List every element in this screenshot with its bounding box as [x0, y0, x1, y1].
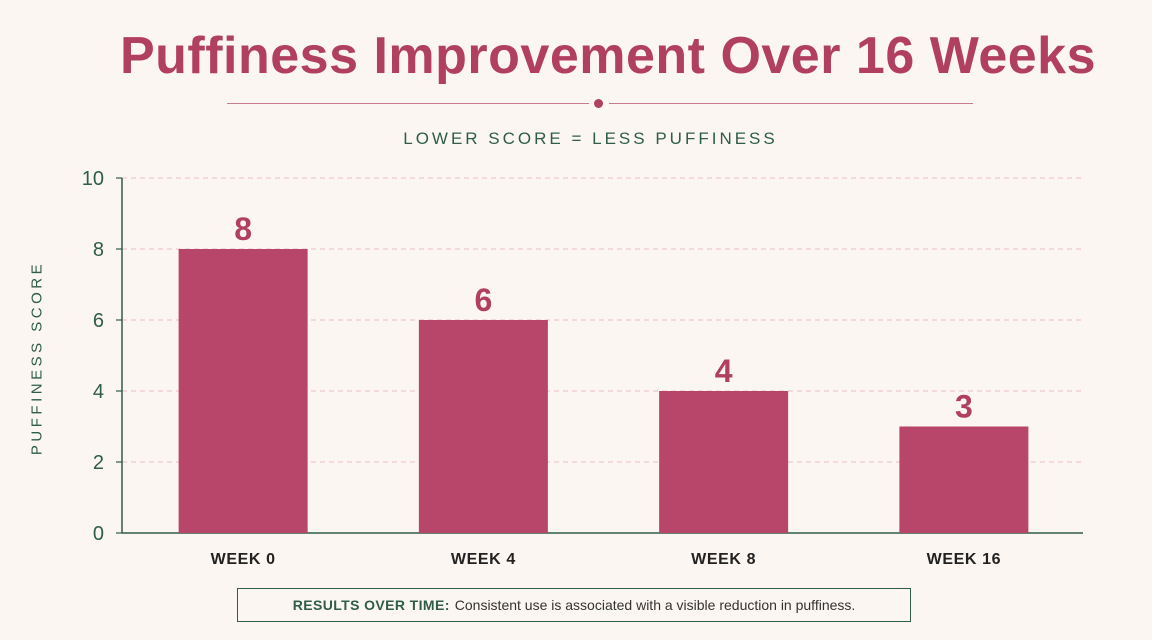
bar-chart: 0 2 4 6 8 10 8 WEEK 0 6 WEEK 4 4 WEEK 8 3 WEEK 16	[82, 168, 1083, 568]
chart-title: Puffiness Improvement Over 16 Weeks	[119, 27, 1097, 85]
divider-line-right	[609, 103, 973, 104]
x-tick-label: WEEK 16	[927, 551, 1001, 568]
bar	[418, 320, 548, 533]
y-tick-label: 10	[82, 168, 104, 190]
callout-text: Consistent use is associated with a visi…	[454, 597, 856, 613]
bar	[899, 426, 1029, 533]
y-tick-label: 4	[93, 381, 104, 403]
y-tick-label: 8	[93, 239, 104, 261]
y-tick-label: 6	[93, 310, 104, 332]
y-tick-label: 2	[93, 452, 104, 474]
bar-value-label: 6	[474, 282, 492, 318]
bar-value-label: 4	[715, 353, 733, 389]
bar-value-label: 8	[234, 211, 252, 247]
divider-dot	[594, 99, 603, 108]
x-tick-label: WEEK 4	[451, 551, 516, 568]
x-tick-label: WEEK 8	[691, 551, 756, 568]
callout-lead: RESULTS OVER TIME:	[292, 597, 450, 613]
bar	[659, 391, 789, 533]
results-callout: RESULTS OVER TIME: Consistent use is ass…	[237, 588, 911, 622]
x-tick-label: WEEK 0	[211, 551, 276, 568]
y-tick-label: 0	[93, 523, 104, 545]
divider-line-left	[227, 103, 589, 104]
bar-value-label: 3	[955, 389, 973, 425]
title-divider	[227, 99, 973, 108]
bar	[178, 249, 308, 533]
chart-subtitle: LOWER SCORE = LESS PUFFINESS	[403, 129, 778, 148]
